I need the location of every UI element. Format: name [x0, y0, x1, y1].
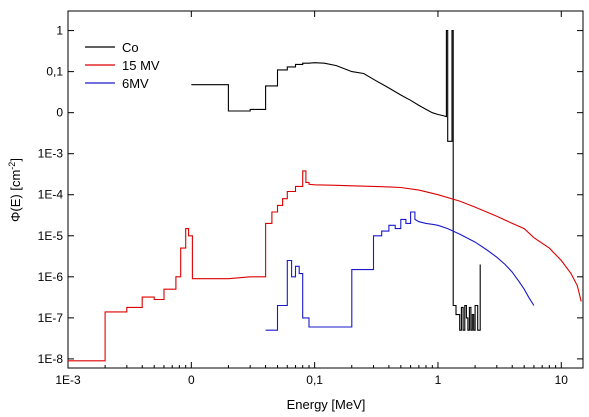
- x-tick-label-2: 0,1: [306, 373, 323, 387]
- series-layer: [68, 30, 582, 362]
- series-line-co: [191, 30, 481, 331]
- y-tick-label-7: 0,1: [46, 65, 63, 79]
- y-tick-label-8: 1: [56, 24, 63, 38]
- series-line-15-mv: [68, 170, 582, 362]
- y-tick-label-1: 1E-7: [38, 311, 64, 325]
- y-axis: 1E-8 1E-7 1E-6 1E-5 1E-4 1E-3 0 0,1 1: [38, 24, 583, 366]
- x-tick-label-4: 10: [555, 373, 569, 387]
- y-tick-label-2: 1E-6: [38, 270, 64, 284]
- plot-frame: [67, 10, 584, 369]
- y-axis-title: Φ(E) [cm-2]: [7, 158, 23, 222]
- series-line-6mv: [265, 211, 535, 331]
- y-tick-label-3: 1E-5: [38, 229, 64, 243]
- y-tick-label-4: 1E-4: [38, 188, 64, 202]
- x-tick-label-0: 1E-3: [55, 373, 81, 387]
- x-axis-title: Energy [MeV]: [287, 397, 366, 412]
- x-tick-label-1: 0: [188, 373, 195, 387]
- legend-label-2: 6MV: [122, 76, 149, 91]
- x-tick-label-3: 1: [435, 373, 442, 387]
- y-tick-label-5: 1E-3: [38, 147, 64, 161]
- y-tick-label-0: 1E-8: [38, 352, 64, 366]
- y-tick-label-6: 0: [56, 106, 63, 120]
- legend-label-0: Co: [122, 40, 139, 55]
- legend-label-1: 15 MV: [122, 58, 160, 73]
- legend: Co 15 MV 6MV: [85, 40, 160, 91]
- x-axis: 1E-3 0 0,1 1 10: [55, 11, 568, 387]
